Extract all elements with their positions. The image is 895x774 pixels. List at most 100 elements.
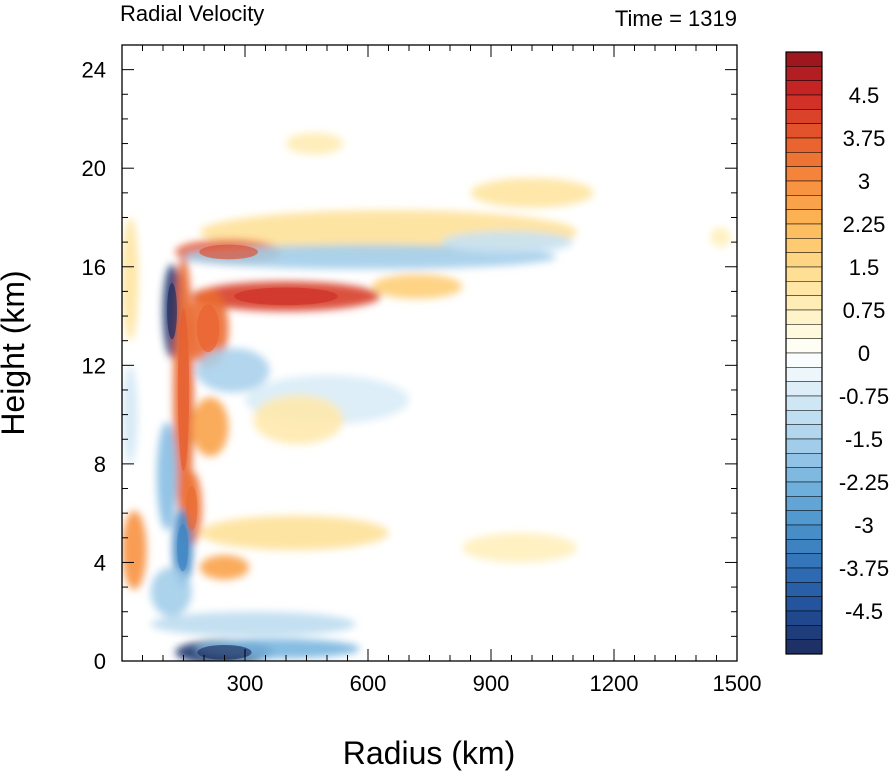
colorbar-bin (785, 539, 823, 554)
velocity-core-6 (234, 287, 338, 306)
colorbar-bin (785, 180, 823, 196)
velocity-feature-4 (179, 244, 557, 270)
colorbar-bin (785, 51, 823, 67)
colorbar-bin (785, 295, 823, 311)
y-tick-label: 16 (82, 255, 106, 280)
velocity-feature-5 (441, 231, 573, 254)
velocity-core-8 (196, 304, 220, 353)
colorbar-bin (785, 94, 823, 110)
colorbar-tick-label: 4.5 (849, 83, 880, 108)
y-tick-label: 4 (94, 550, 106, 575)
colorbar-bin (785, 109, 823, 124)
colorbar-bin (785, 223, 823, 239)
colorbar-tick-label: 3.75 (843, 126, 886, 151)
x-axis-label: Radius (km) (343, 735, 515, 771)
colorbar-bin (785, 625, 823, 640)
velocity-feature-13 (191, 397, 229, 457)
colorbar-bin (785, 481, 823, 497)
colorbar-bin (785, 166, 823, 182)
colorbar-bin (785, 252, 823, 268)
y-axis-label: Height (km) (0, 270, 31, 435)
colorbar-bin (785, 596, 823, 612)
velocity-feature-0 (286, 132, 344, 155)
colorbar-bin (785, 309, 823, 325)
colorbar-bin (785, 496, 823, 511)
y-axis: 0 4 8 12 16 20 24 (82, 44, 737, 674)
velocity-feature-21 (462, 532, 578, 563)
velocity-feature-18 (122, 510, 147, 590)
time-label: Time = 1319 (615, 6, 737, 31)
velocity-core-3 (199, 244, 258, 260)
colorbar-bin (785, 410, 823, 425)
x-tick-label: 1200 (590, 671, 639, 696)
velocity-feature-23 (150, 611, 356, 637)
colorbar-bin (785, 567, 823, 583)
colorbar-bin (785, 123, 823, 139)
velocity-core-16 (186, 486, 198, 531)
chart-title: Radial Velocity (120, 1, 264, 26)
velocity-feature-19 (199, 555, 250, 580)
velocity-feature-20 (199, 515, 389, 551)
velocity-feature-15 (156, 421, 178, 531)
colorbar-tick-label: 2.25 (843, 212, 886, 237)
colorbar-bin (785, 438, 823, 454)
y-tick-label: 24 (82, 58, 106, 83)
colorbar-bin (785, 352, 823, 368)
velocity-feature-22 (150, 567, 192, 617)
y-tick-label: 8 (94, 452, 106, 477)
velocity-feature-2 (470, 178, 594, 208)
colorbar-frame (785, 51, 823, 655)
colorbar-bin (785, 324, 823, 339)
colorbar-bin (785, 281, 823, 296)
velocity-field (122, 132, 731, 661)
colorbar-tick-label: -2.25 (839, 470, 889, 495)
colorbar-bin (785, 266, 823, 282)
colorbar-bin (785, 66, 823, 81)
colorbar-tick-label: 3 (858, 169, 870, 194)
colorbar-bin (785, 553, 823, 569)
velocity-core-10 (177, 308, 190, 472)
colorbar-bin (785, 209, 823, 225)
colorbar-tick-label: -4.5 (845, 599, 883, 624)
velocity-feature-14 (253, 394, 344, 445)
colorbar-bin (785, 582, 823, 597)
colorbar-tick-label: -3 (854, 513, 874, 538)
colorbar-bin (785, 610, 823, 626)
x-axis: 300 600 900 1200 1500 (142, 45, 762, 696)
x-tick-label: 600 (350, 671, 387, 696)
y-tick-label: 0 (94, 649, 106, 674)
colorbar: 4.5 3.75 3 2.25 1.5 0.75 0 -0.75 -1.5 -2.25 -3 -3.7… (785, 51, 889, 655)
colorbar-bin (785, 395, 823, 411)
colorbar-tick-label: 1.5 (849, 255, 880, 280)
colorbar-bin (785, 639, 823, 655)
velocity-core-9 (167, 283, 177, 340)
velocity-feature-26 (122, 217, 139, 341)
x-tick-label: 1500 (713, 671, 762, 696)
velocity-core-24 (197, 644, 252, 660)
colorbar-bin (785, 152, 823, 167)
y-tick-label: 12 (82, 353, 106, 378)
colorbar-bin (785, 424, 823, 440)
velocity-feature-28 (710, 227, 731, 248)
colorbar-tick-label: -3.75 (839, 556, 889, 581)
colorbar-tick-label: -0.75 (839, 384, 889, 409)
velocity-core-17 (177, 524, 189, 572)
colorbar-bin (785, 524, 823, 540)
colorbar-bin (785, 195, 823, 210)
velocity-feature-11 (195, 348, 270, 393)
colorbar-bin (785, 467, 823, 483)
colorbar-bin (785, 367, 823, 382)
x-tick-label: 900 (473, 671, 510, 696)
colorbar-tick-label: 0 (858, 341, 870, 366)
y-tick-label: 20 (82, 156, 106, 181)
colorbar-bin (785, 381, 823, 397)
colorbar-bin (785, 338, 823, 354)
colorbar-bin (785, 137, 823, 153)
colorbar-tick-label: -1.5 (845, 427, 883, 452)
colorbar-bin (785, 510, 823, 526)
x-tick-label: 300 (227, 671, 264, 696)
colorbar-tick-label: 0.75 (843, 298, 886, 323)
velocity-field-core (167, 244, 338, 660)
colorbar-bin (785, 80, 823, 96)
